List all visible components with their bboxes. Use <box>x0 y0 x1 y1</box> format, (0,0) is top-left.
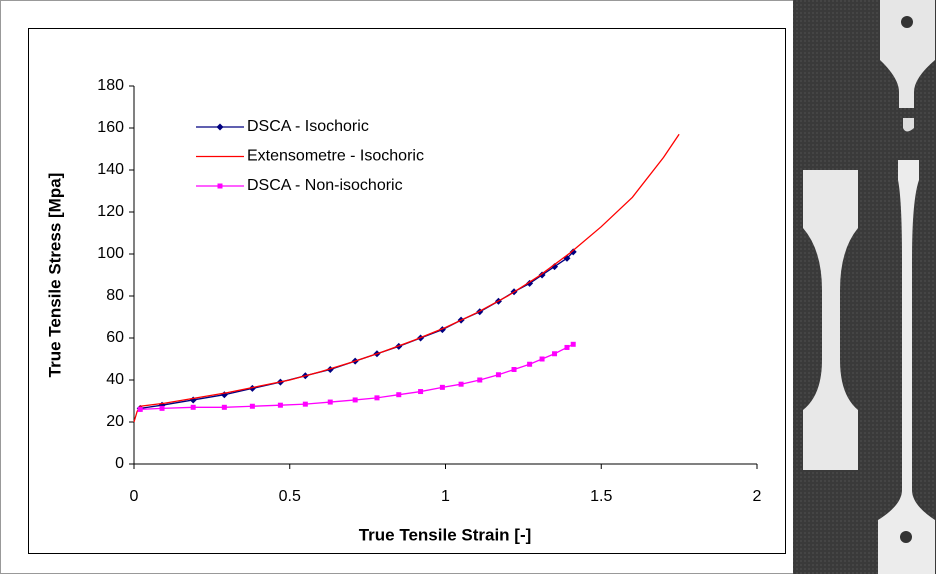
y-tick-label: 60 <box>106 329 124 346</box>
data-point <box>477 377 483 383</box>
data-point <box>551 263 559 271</box>
series-line <box>133 133 680 423</box>
data-point <box>439 384 445 390</box>
data-point <box>277 402 283 408</box>
x-tick-label: 0 <box>130 488 139 505</box>
data-point <box>190 404 196 410</box>
data-point <box>396 392 402 398</box>
data-point <box>569 248 577 256</box>
y-tick-label: 160 <box>97 119 124 136</box>
y-tick-label: 140 <box>97 161 124 178</box>
data-point <box>221 404 227 410</box>
y-tick-label: 180 <box>97 77 124 94</box>
y-tick-label: 20 <box>106 413 124 430</box>
data-point <box>458 381 464 387</box>
x-tick-label: 2 <box>753 488 762 505</box>
data-point <box>570 341 576 347</box>
data-point <box>352 397 358 403</box>
y-axis-title: True Tensile Stress [Mpa] <box>45 173 64 378</box>
legend-label: DSCA - Non-isochoric <box>247 177 403 194</box>
data-point <box>511 367 517 372</box>
data-point <box>564 344 570 350</box>
legend-marker <box>217 183 223 189</box>
data-point <box>327 399 333 405</box>
data-point <box>539 356 545 362</box>
legend-marker <box>216 123 224 131</box>
specimen-photo <box>793 0 936 574</box>
data-point <box>249 403 255 409</box>
x-tick-label: 0.5 <box>279 488 301 505</box>
data-point <box>159 405 165 411</box>
y-tick-label: 80 <box>106 287 124 304</box>
x-tick-label: 1.5 <box>590 488 612 505</box>
y-tick-label: 0 <box>115 455 124 472</box>
x-tick-label: 1 <box>441 488 450 505</box>
data-point <box>137 406 143 412</box>
y-tick-label: 100 <box>97 245 124 262</box>
series-line <box>140 343 574 411</box>
data-point <box>527 361 533 367</box>
chart-frame <box>28 28 786 554</box>
y-tick-label: 120 <box>97 203 124 220</box>
x-axis-title: True Tensile Strain [-] <box>359 525 532 544</box>
data-point <box>552 351 558 357</box>
data-point <box>374 395 380 401</box>
y-tick-label: 40 <box>106 371 124 388</box>
data-point <box>302 401 308 407</box>
data-point <box>418 389 424 395</box>
legend-label: DSCA - Isochoric <box>247 118 369 135</box>
legend-label: Extensometre - Isochoric <box>247 148 424 165</box>
data-point <box>495 372 501 378</box>
